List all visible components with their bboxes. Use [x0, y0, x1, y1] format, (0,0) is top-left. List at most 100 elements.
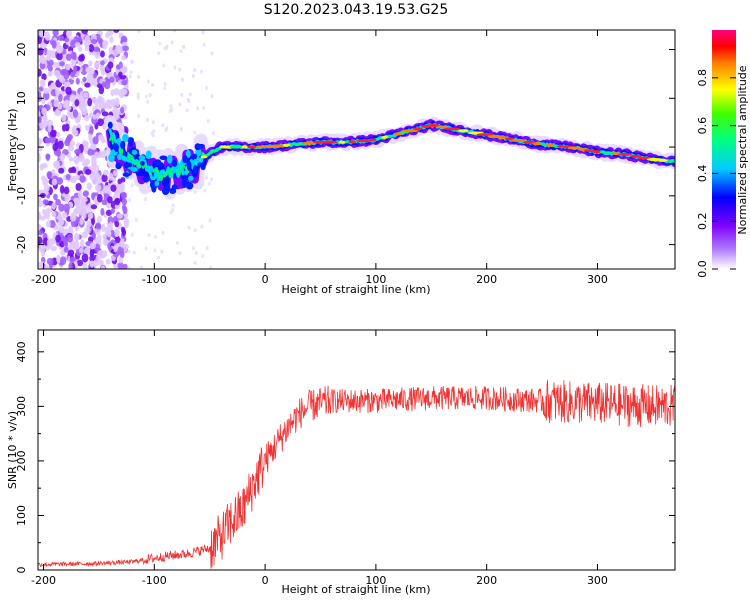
heatmap-cell	[185, 181, 194, 190]
heatmap-cell	[92, 136, 99, 145]
heatmap-peak	[601, 151, 612, 155]
heatmap-cell	[193, 189, 197, 194]
heatmap-cell	[64, 99, 70, 108]
heatmap-cell	[80, 196, 86, 204]
heatmap-peak	[241, 145, 248, 149]
heatmap-cell	[100, 50, 105, 58]
heatmap-cell	[82, 190, 89, 197]
heatmap-cell	[74, 99, 80, 107]
heatmap-cell	[89, 254, 96, 262]
heatmap-cell	[191, 246, 195, 251]
heatmap-cell	[74, 232, 80, 242]
heatmap-cell	[69, 214, 77, 222]
heatmap-cell	[92, 78, 98, 87]
heatmap-cell	[44, 31, 51, 41]
heatmap-cell	[144, 94, 148, 99]
heatmap-cell	[94, 227, 101, 235]
heatmap-cell	[79, 175, 86, 183]
heatmap-cell	[38, 86, 44, 92]
heatmap-cell	[182, 45, 186, 50]
heatmap-cell	[179, 127, 183, 132]
heatmap-cell	[41, 96, 46, 105]
heatmap-cell	[58, 93, 63, 103]
heatmap-cell	[94, 184, 102, 192]
heatmap-cell	[113, 244, 118, 253]
heatmap-cell	[102, 169, 109, 176]
heatmap-cell	[72, 129, 79, 136]
heatmap-peak	[436, 125, 448, 129]
heatmap-peak	[458, 129, 469, 133]
heatmap-cell	[119, 239, 125, 248]
heatmap-cell	[41, 73, 47, 81]
heatmap-cell	[73, 197, 80, 203]
heatmap-cell	[38, 68, 42, 77]
heatmap-cell	[193, 68, 197, 73]
heatmap-cell	[85, 124, 90, 132]
heatmap-cell	[97, 177, 102, 185]
heatmap-cell	[101, 223, 106, 232]
heatmap-cell	[90, 204, 98, 210]
heatmap-cell	[94, 99, 99, 108]
heatmap-cell	[69, 175, 77, 184]
heatmap-cell	[100, 67, 106, 76]
heatmap-cell	[104, 32, 110, 39]
x-tick-label: 200	[476, 574, 497, 587]
x-tick-label: -200	[31, 574, 56, 587]
heatmap-cell	[195, 148, 202, 157]
heatmap-cell	[62, 228, 70, 235]
heatmap-cell	[77, 95, 83, 101]
spectrogram-y-label: Frequency (Hz)	[6, 109, 19, 192]
heatmap-peak	[412, 127, 423, 131]
heatmap-cell	[82, 92, 89, 99]
heatmap-cell	[88, 112, 94, 119]
heatmap-cell	[115, 236, 121, 244]
heatmap-cell	[51, 178, 58, 186]
heatmap-cell	[58, 217, 65, 226]
heatmap-cell	[59, 256, 67, 266]
heatmap-cell	[96, 194, 103, 203]
heatmap-cell	[158, 41, 162, 46]
heatmap-cell	[53, 61, 58, 68]
heatmap-cell	[173, 30, 177, 33]
heatmap-cell	[74, 148, 82, 155]
heatmap-peak	[511, 138, 526, 142]
colorbar-tick-label: 0.0	[696, 260, 709, 278]
heatmap-cell	[186, 97, 190, 102]
heatmap-cell	[162, 63, 166, 68]
heatmap-cell	[145, 150, 152, 160]
heatmap-cell	[125, 162, 133, 168]
heatmap-cell	[89, 125, 94, 135]
x-tick-label: 300	[587, 273, 608, 286]
snr-frame	[37, 329, 676, 571]
heatmap-cell	[108, 172, 114, 181]
heatmap-cell	[193, 260, 197, 265]
snr-line-marks	[38, 380, 675, 569]
heatmap-cell	[194, 251, 198, 256]
heatmap-cell	[138, 155, 146, 161]
heatmap-cell	[56, 52, 63, 61]
heatmap-cell	[118, 71, 123, 78]
heatmap-cell	[120, 106, 125, 114]
heatmap-cell	[97, 250, 104, 257]
heatmap-peak	[247, 145, 257, 149]
heatmap-cell	[103, 185, 111, 194]
heatmap-cell	[63, 186, 70, 195]
heatmap-cell	[201, 254, 205, 259]
heatmap-cell	[205, 246, 209, 251]
heatmap-cell	[171, 169, 176, 174]
snr-y-label: SNR (10 * v/v)	[6, 411, 19, 489]
heatmap-cell	[45, 153, 50, 162]
heatmap-cell	[48, 59, 54, 67]
heatmap-peak	[229, 145, 245, 149]
heatmap-cell	[210, 94, 214, 99]
heatmap-cell	[120, 140, 126, 150]
heatmap-cell	[40, 162, 48, 169]
heatmap-cell	[64, 240, 69, 247]
heatmap-cell	[188, 175, 194, 181]
heatmap-cell	[102, 234, 107, 240]
heatmap-cell	[96, 215, 102, 224]
heatmap-cell	[185, 149, 191, 159]
heatmap-peak	[393, 132, 403, 136]
heatmap-cell	[90, 39, 98, 45]
heatmap-cell	[154, 180, 160, 187]
